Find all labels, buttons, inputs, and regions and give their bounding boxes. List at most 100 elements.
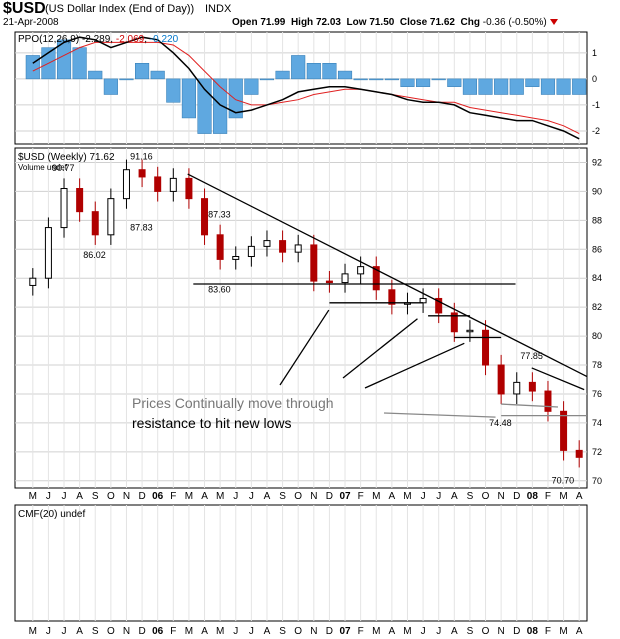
price-candle	[341, 273, 349, 284]
x-tick-label: S	[467, 491, 474, 502]
x-tick-label: A	[264, 626, 271, 637]
x-tick-label: D	[138, 491, 145, 502]
ppo-histogram-bar	[400, 78, 415, 87]
x-tick-label: M	[559, 626, 567, 637]
ppo-value-1: -2.289	[82, 34, 111, 45]
x-tick-label: O	[294, 491, 302, 502]
peak-label: 86.02	[83, 250, 106, 260]
price-candle	[544, 390, 552, 412]
trendline-short	[531, 367, 585, 391]
price-candle	[60, 188, 68, 229]
low-value: 71.50	[369, 17, 395, 28]
price-candle	[513, 381, 521, 395]
chart-date: 21-Apr-2008	[3, 17, 59, 28]
ppo-histogram-bar	[275, 70, 290, 80]
x-tick-label: J	[46, 491, 51, 502]
ppo-value-2: -2.069	[116, 34, 145, 45]
x-tick-label: F	[358, 491, 364, 502]
x-tick-label: D	[138, 626, 145, 637]
price-tick-label: 74	[592, 418, 602, 428]
price-panel: 92 90 88 86 84 82 80 78 76 74 72 70 90.77 91.16 86.02…	[14, 147, 602, 489]
ppo-histogram-bar	[556, 78, 571, 95]
ppo-histogram-bar	[478, 78, 493, 95]
peak-label: 90.77	[52, 163, 75, 173]
price-candle	[279, 240, 287, 253]
x-tick-label: M	[216, 626, 224, 637]
ppo-histogram-bar	[197, 78, 212, 134]
price-candle	[201, 198, 209, 236]
x-tick-label: A	[76, 491, 83, 502]
price-candle	[466, 329, 474, 333]
price-tick-label: 92	[592, 157, 602, 167]
price-candle	[154, 176, 162, 192]
ppo-label: PPO(12,26,9) -2.289, -2.069, -0.220	[18, 34, 179, 45]
ppo-histogram-bar	[25, 55, 40, 80]
x-tick-label: A	[576, 491, 583, 502]
ppo-tick-label: -2	[592, 126, 600, 136]
price-candle	[185, 177, 193, 200]
peak-label: 83.60	[208, 285, 231, 295]
chart-symbol: $USD	[3, 0, 46, 17]
price-candle	[388, 289, 396, 305]
x-tick-label: M	[403, 491, 411, 502]
ppo-histogram-bar	[244, 78, 259, 95]
x-tick-label: J	[233, 626, 238, 637]
ppo-histogram-bar	[540, 78, 556, 95]
x-tick-label: 08	[527, 626, 539, 637]
x-tick-label: D	[513, 491, 520, 502]
price-candle	[372, 266, 380, 291]
price-candle	[44, 227, 52, 279]
ppo-histogram-bar	[369, 78, 384, 81]
ppo-histogram-bar	[291, 55, 306, 80]
price-candle	[497, 364, 505, 395]
price-tick-label: 78	[592, 360, 602, 370]
x-tick-label: A	[389, 626, 396, 637]
price-tick-label: 72	[592, 447, 602, 457]
trendline-main	[187, 173, 588, 378]
peak-label: 87.83	[130, 222, 153, 232]
ppo-histogram-bar	[572, 78, 587, 95]
x-tick-label: F	[545, 491, 551, 502]
x-tick-label: J	[436, 491, 441, 502]
x-tick-label: J	[249, 626, 254, 637]
ppo-histogram-bar	[431, 78, 446, 81]
ppo-histogram-bar	[322, 63, 337, 80]
price-candle	[294, 244, 302, 253]
price-candle	[450, 312, 458, 333]
price-candle	[29, 277, 37, 286]
price-candle	[325, 280, 333, 284]
annotation-arrow-1	[279, 309, 330, 386]
x-tick-label: O	[482, 491, 490, 502]
ppo-label-text: PPO(12,26,9)	[18, 34, 79, 45]
ppo-histogram-bar	[119, 78, 134, 81]
ppo-histogram-bar	[525, 78, 540, 87]
x-tick-label: A	[389, 491, 396, 502]
ppo-histogram-bar	[103, 78, 118, 95]
ppo-histogram-bar	[181, 78, 196, 119]
peak-label: 77.85	[520, 351, 543, 361]
x-tick-label: F	[170, 491, 176, 502]
x-tick-label: N	[123, 491, 130, 502]
x-tick-label: M	[185, 626, 193, 637]
price-candle	[91, 211, 99, 236]
x-axis-upper: M J J A S O N D 06 F M A M J J A S O N D 07 F M A M J J A S O N D 08 F M A	[29, 491, 583, 502]
low-label: Low	[346, 17, 367, 28]
ppo-tick-label: 0	[592, 74, 597, 84]
ppo-histogram-bar	[416, 78, 431, 87]
x-tick-label: J	[249, 491, 254, 502]
x-tick-label: O	[482, 626, 490, 637]
ppo-histogram-bar	[166, 78, 181, 103]
price-tick-label: 70	[592, 476, 602, 486]
x-tick-label: A	[451, 491, 458, 502]
x-tick-label: A	[264, 491, 271, 502]
ppo-tick-label: 1	[592, 48, 597, 58]
ppo-histogram-bar	[306, 63, 321, 80]
x-tick-label: S	[279, 626, 286, 637]
x-tick-label: N	[498, 626, 505, 637]
peak-label: 74.48	[489, 418, 512, 428]
price-candle	[310, 244, 318, 282]
ppo-tick-label: -1	[592, 100, 600, 110]
x-tick-label: J	[436, 626, 441, 637]
ppo-line	[32, 36, 580, 140]
price-tick-label: 82	[592, 302, 602, 312]
